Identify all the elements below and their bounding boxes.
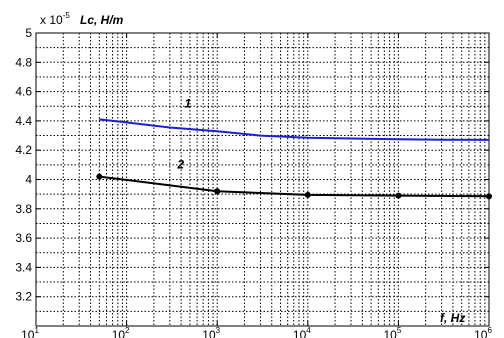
y-tick-label: 3.4 bbox=[15, 260, 32, 274]
series-label: 2 bbox=[176, 158, 184, 172]
y-tick-label: 3.2 bbox=[15, 290, 32, 304]
grid bbox=[36, 33, 489, 326]
y-tick-label: 4.6 bbox=[15, 85, 32, 99]
x-tick-label: 105 bbox=[383, 326, 401, 338]
data-point bbox=[96, 173, 103, 180]
axis-ticks: 101 102 103 104 105 106 3.2 3.4 3.6 3.8 4 4.2 4.4 4.6… bbox=[15, 26, 492, 338]
y-tick-label: 4.8 bbox=[15, 55, 32, 69]
series-lines: 12 bbox=[96, 96, 492, 200]
x-tick-label: 104 bbox=[293, 326, 311, 338]
series-line-2 bbox=[99, 175, 490, 198]
data-point bbox=[395, 192, 402, 199]
x-tick-label: 103 bbox=[202, 326, 220, 338]
y-tick-label: 3.8 bbox=[15, 202, 32, 216]
y-tick-label: 4 bbox=[25, 173, 32, 187]
y-tick-label: 4.2 bbox=[15, 143, 32, 157]
x-tick-label: 102 bbox=[112, 326, 130, 338]
y-tick-label: 3.6 bbox=[15, 231, 32, 245]
data-point bbox=[214, 188, 221, 195]
y-tick-label: 4.4 bbox=[15, 114, 32, 128]
labels: x 10-5 Lc, H/m f, Hz bbox=[40, 11, 465, 325]
series-label: 1 bbox=[184, 96, 191, 110]
y-tick-label: 5 bbox=[25, 26, 32, 40]
series-line-1 bbox=[99, 118, 490, 141]
x-tick-label: 101 bbox=[21, 326, 39, 338]
x-tick-label: 106 bbox=[474, 326, 492, 338]
data-point bbox=[486, 193, 492, 200]
y-multiplier-label: x 10-5 bbox=[40, 11, 70, 27]
data-point bbox=[304, 191, 311, 198]
y-axis-label: Lc, H/m bbox=[80, 13, 124, 27]
x-axis-label: f, Hz bbox=[440, 311, 465, 325]
